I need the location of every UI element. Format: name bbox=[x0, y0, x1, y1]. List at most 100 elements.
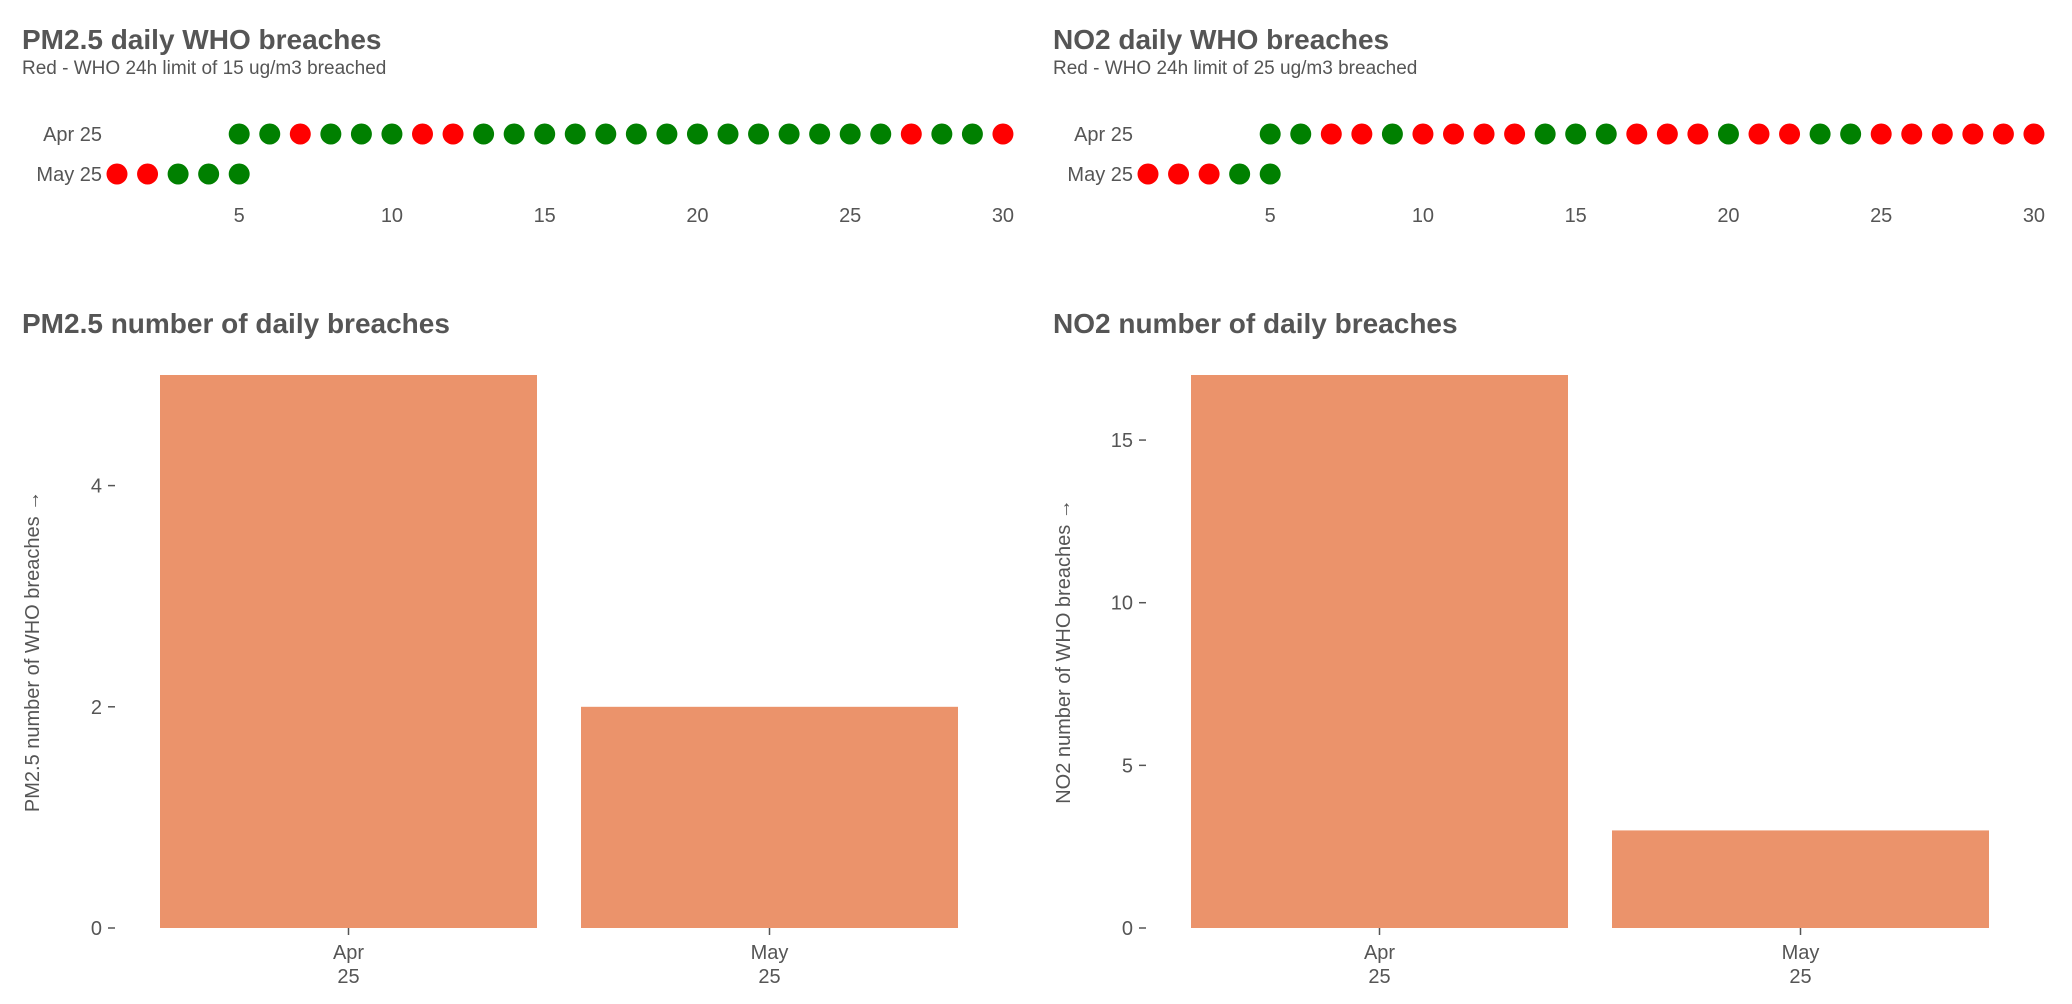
row-label: May 25 bbox=[1067, 164, 1133, 186]
x-tick-label: May bbox=[751, 942, 789, 964]
bar bbox=[160, 375, 537, 928]
pm25-daily-breaches-panel: PM2.5 daily WHO breaches Red - WHO 24h l… bbox=[22, 24, 1032, 254]
breach-dot bbox=[1779, 123, 1801, 145]
no-breach-dot bbox=[656, 123, 678, 145]
no-breach-dot bbox=[503, 123, 525, 145]
x-tick-label: Apr bbox=[1364, 942, 1395, 964]
no-breach-dot bbox=[595, 123, 617, 145]
chart-title: PM2.5 daily WHO breaches bbox=[22, 24, 382, 55]
no-breach-dot bbox=[778, 123, 800, 145]
no2-daily-breaches-panel: NO2 daily WHO breaches Red - WHO 24h lim… bbox=[1053, 24, 2063, 254]
chart-subtitle: Red - WHO 24h limit of 25 ug/m3 breached bbox=[1053, 58, 1418, 79]
pm25-dot-chart: Apr 25 May 25 5 10 15 20 25 30 bbox=[36, 123, 1014, 227]
breach-dot bbox=[1168, 163, 1190, 185]
no-breach-dot bbox=[1809, 123, 1831, 145]
x-tick-label: 30 bbox=[992, 205, 1014, 227]
no-breach-dot bbox=[748, 123, 770, 145]
bar bbox=[1612, 830, 1989, 928]
breach-dot bbox=[1137, 163, 1159, 185]
no-breach-dot bbox=[228, 123, 250, 145]
no-breach-dot bbox=[625, 123, 647, 145]
breach-dot bbox=[1870, 123, 1892, 145]
no-breach-dot bbox=[1840, 123, 1862, 145]
no-breach-dot bbox=[1229, 163, 1251, 185]
no-breach-dot bbox=[473, 123, 495, 145]
x-tick-label: 20 bbox=[1717, 205, 1739, 227]
x-tick-label: 15 bbox=[1565, 205, 1587, 227]
breach-dot bbox=[1626, 123, 1648, 145]
pm25-breach-count-panel: PM2.5 number of daily breaches PM2.5 num… bbox=[22, 308, 1032, 998]
no-breach-dot bbox=[686, 123, 708, 145]
y-tick-label: 15 bbox=[1111, 430, 1133, 452]
breach-dot bbox=[1198, 163, 1220, 185]
no-breach-dot bbox=[1534, 123, 1556, 145]
no-breach-dot bbox=[564, 123, 586, 145]
x-tick-label: 10 bbox=[1412, 205, 1434, 227]
bar bbox=[581, 706, 958, 928]
breach-dot bbox=[2023, 123, 2045, 145]
y-tick-label: 5 bbox=[1122, 755, 1133, 777]
row-label: Apr 25 bbox=[1074, 124, 1133, 146]
no2-breach-count-panel: NO2 number of daily breaches NO2 number … bbox=[1053, 308, 2063, 998]
breach-dot bbox=[900, 123, 922, 145]
y-tick-label: 0 bbox=[1122, 918, 1133, 940]
x-tick-label: 25 bbox=[839, 205, 861, 227]
breach-dot bbox=[1901, 123, 1923, 145]
breach-dot bbox=[1351, 123, 1373, 145]
no-breach-dot bbox=[167, 163, 189, 185]
chart-title: PM2.5 number of daily breaches bbox=[22, 308, 450, 339]
no-breach-dot bbox=[1290, 123, 1312, 145]
bar bbox=[1191, 375, 1568, 928]
x-tick-label: Apr bbox=[333, 942, 364, 964]
no-breach-dot bbox=[259, 123, 281, 145]
x-tick-label: May bbox=[1782, 942, 1820, 964]
breach-dot bbox=[412, 123, 433, 145]
breach-dot bbox=[1656, 123, 1678, 145]
no-breach-dot bbox=[198, 163, 220, 185]
x-tick-label: 15 bbox=[534, 205, 556, 227]
x-tick-label: 5 bbox=[1265, 205, 1276, 227]
no-breach-dot bbox=[381, 123, 403, 145]
breach-dot bbox=[106, 163, 128, 185]
y-tick-label: 4 bbox=[91, 476, 102, 498]
breach-dot bbox=[137, 163, 159, 185]
x-tick-label: 5 bbox=[234, 205, 245, 227]
no-breach-dot bbox=[1259, 163, 1281, 185]
chart-title: NO2 daily WHO breaches bbox=[1053, 24, 1390, 55]
x-tick-label: 20 bbox=[686, 205, 708, 227]
pm25-bar-chart: PM2.5 number of WHO breaches →024Apr25Ma… bbox=[22, 375, 958, 988]
no2-bar-chart: NO2 number of WHO breaches → 0 5 10 15 Apr 25M… bbox=[1053, 375, 1989, 988]
breach-dot bbox=[1748, 123, 1770, 145]
x-tick-label: 25 bbox=[758, 966, 780, 988]
no-breach-dot bbox=[534, 123, 556, 145]
breach-dot bbox=[442, 123, 464, 145]
no-breach-dot bbox=[870, 123, 892, 145]
breach-dot bbox=[1412, 123, 1434, 145]
no-breach-dot bbox=[1259, 123, 1281, 145]
no-breach-dot bbox=[1381, 123, 1403, 145]
y-tick-label: 0 bbox=[91, 918, 102, 940]
breach-dot bbox=[1992, 123, 2014, 145]
x-tick-label: 30 bbox=[2023, 205, 2045, 227]
x-tick-label: 10 bbox=[381, 205, 403, 227]
y-axis-label: NO2 number of WHO breaches → bbox=[1053, 499, 1075, 804]
no2-dot-chart: Apr 25 May 25 5 10 15 20 25 30 bbox=[1067, 123, 2045, 227]
y-tick-label: 10 bbox=[1111, 593, 1133, 615]
breach-dot bbox=[1931, 123, 1953, 145]
breach-dot bbox=[1473, 123, 1495, 145]
no-breach-dot bbox=[228, 163, 250, 185]
chart-title: NO2 number of daily breaches bbox=[1053, 308, 1458, 339]
no-breach-dot bbox=[931, 123, 953, 145]
no-breach-dot bbox=[320, 123, 342, 145]
row-label: Apr 25 bbox=[43, 124, 102, 146]
x-tick-label: 25 bbox=[337, 966, 359, 988]
no-breach-dot bbox=[717, 123, 739, 145]
breach-dot bbox=[1687, 123, 1709, 145]
breach-dot bbox=[1962, 123, 1984, 145]
x-tick-label: 25 bbox=[1789, 966, 1811, 988]
breach-dot bbox=[1504, 123, 1526, 145]
x-tick-label: 25 bbox=[1870, 205, 1892, 227]
row-label: May 25 bbox=[36, 164, 102, 186]
chart-subtitle: Red - WHO 24h limit of 15 ug/m3 breached bbox=[22, 58, 387, 79]
no-breach-dot bbox=[350, 123, 372, 145]
